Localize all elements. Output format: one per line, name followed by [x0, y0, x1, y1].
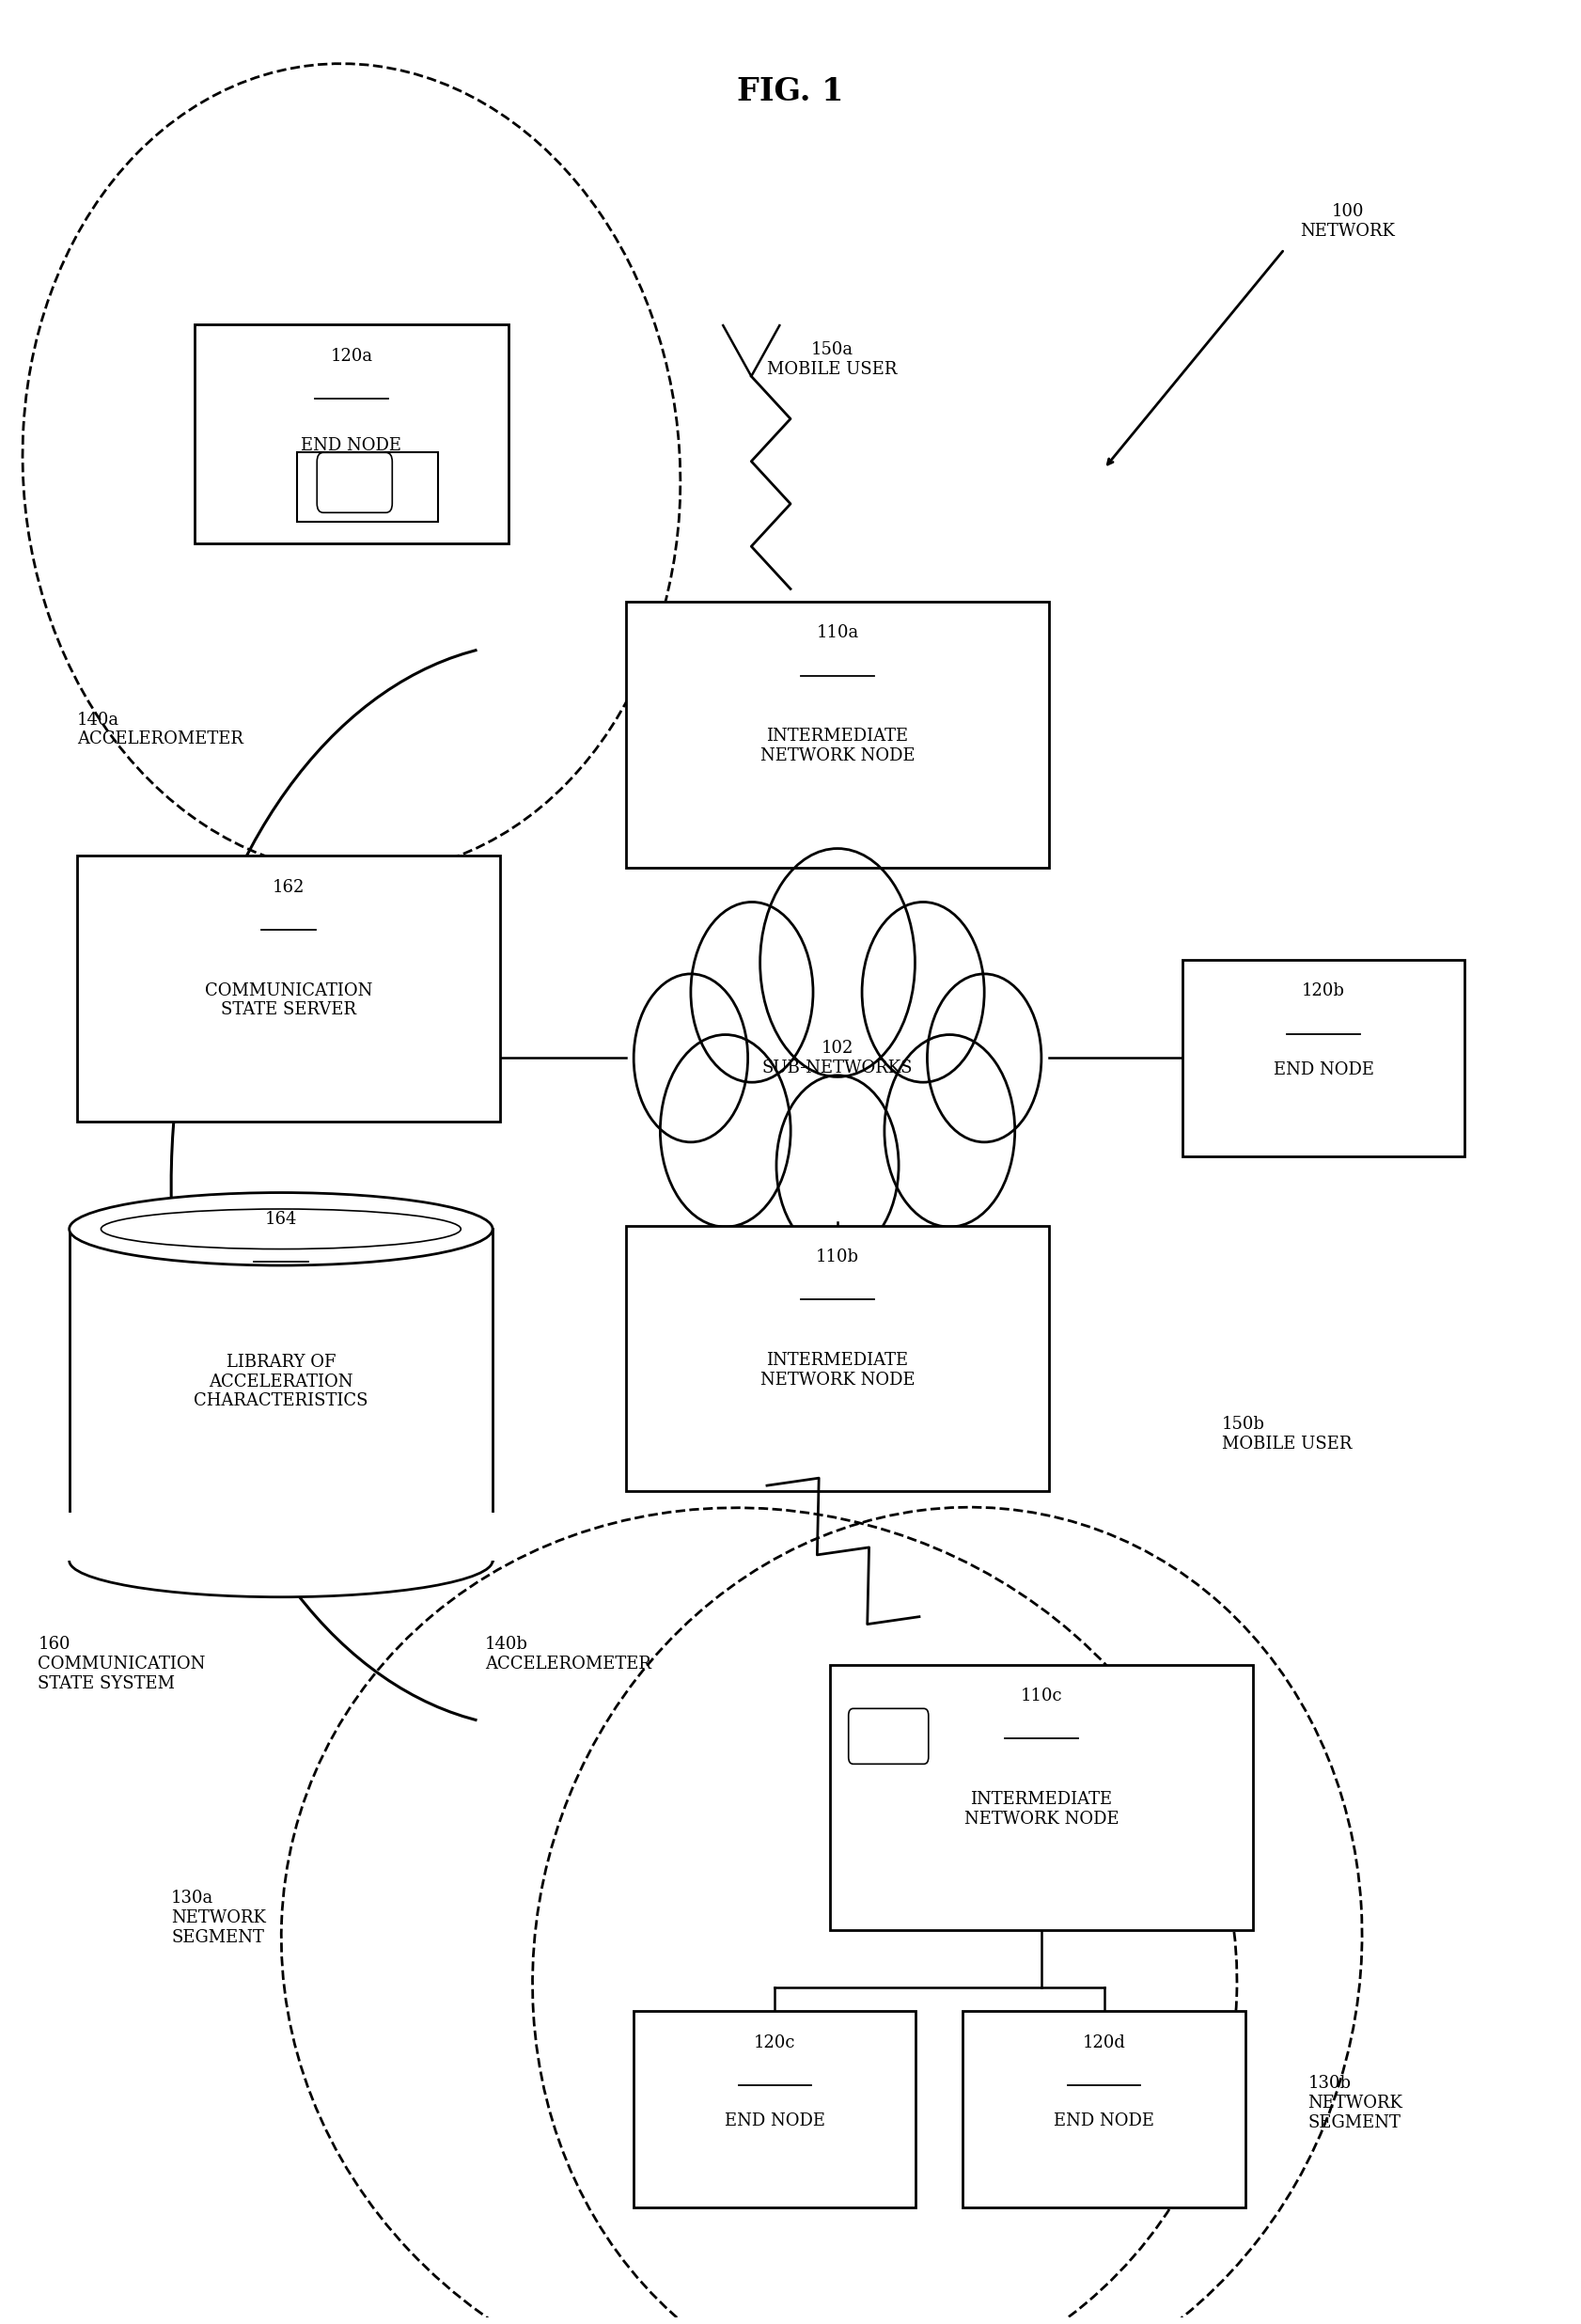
Text: INTERMEDIATE
NETWORK NODE: INTERMEDIATE NETWORK NODE: [760, 1353, 915, 1387]
FancyBboxPatch shape: [316, 453, 392, 514]
Text: INTERMEDIATE
NETWORK NODE: INTERMEDIATE NETWORK NODE: [760, 727, 915, 765]
Text: 110b: 110b: [816, 1248, 858, 1267]
Circle shape: [884, 1034, 1015, 1227]
Circle shape: [760, 848, 915, 1076]
Text: 160
COMMUNICATION
STATE SYSTEM: 160 COMMUNICATION STATE SYSTEM: [38, 1636, 206, 1692]
Bar: [70, 1229, 493, 1562]
Text: 150b
MOBILE USER: 150b MOBILE USER: [1222, 1415, 1352, 1452]
Text: 130a
NETWORK
SEGMENT: 130a NETWORK SEGMENT: [171, 1889, 266, 1945]
Circle shape: [862, 902, 985, 1083]
Ellipse shape: [101, 1208, 460, 1248]
Bar: [297, 453, 438, 523]
Text: END NODE: END NODE: [302, 437, 402, 453]
Circle shape: [661, 1034, 790, 1227]
Text: END NODE: END NODE: [724, 2113, 825, 2129]
Text: 120c: 120c: [754, 2034, 795, 2052]
Circle shape: [776, 1076, 898, 1255]
Text: 120d: 120d: [1083, 2034, 1126, 2052]
Bar: [626, 1225, 1050, 1492]
Bar: [62, 1513, 501, 1562]
Bar: [830, 1664, 1254, 1931]
Text: 130b
NETWORK
SEGMENT: 130b NETWORK SEGMENT: [1307, 2075, 1402, 2131]
Bar: [194, 325, 508, 544]
Text: 110c: 110c: [1020, 1687, 1062, 1706]
Bar: [634, 2010, 915, 2208]
Text: 140a
ACCELEROMETER: 140a ACCELEROMETER: [77, 711, 243, 748]
Text: COMMUNICATION
STATE SERVER: COMMUNICATION STATE SERVER: [206, 983, 373, 1018]
Text: 150a
MOBILE USER: 150a MOBILE USER: [767, 342, 896, 379]
Text: INTERMEDIATE
NETWORK NODE: INTERMEDIATE NETWORK NODE: [964, 1792, 1119, 1827]
Text: 102
SUB-NETWORKS: 102 SUB-NETWORKS: [762, 1039, 912, 1076]
Bar: [1183, 960, 1464, 1157]
Circle shape: [691, 902, 813, 1083]
Text: 120a: 120a: [330, 346, 373, 365]
Text: END NODE: END NODE: [1273, 1062, 1374, 1078]
Text: LIBRARY OF
ACCELERATION
CHARACTERISTICS: LIBRARY OF ACCELERATION CHARACTERISTICS: [194, 1353, 368, 1411]
Bar: [626, 602, 1050, 867]
Text: END NODE: END NODE: [1055, 2113, 1154, 2129]
Text: FIG. 1: FIG. 1: [737, 77, 844, 107]
Text: 120b: 120b: [1303, 983, 1345, 999]
Text: 140b
ACCELEROMETER: 140b ACCELEROMETER: [485, 1636, 651, 1673]
Text: 164: 164: [264, 1211, 297, 1227]
Ellipse shape: [70, 1525, 493, 1597]
Bar: [963, 2010, 1246, 2208]
Text: 110a: 110a: [816, 625, 858, 641]
Text: 100
NETWORK: 100 NETWORK: [1300, 202, 1394, 239]
Circle shape: [634, 974, 748, 1141]
FancyBboxPatch shape: [849, 1708, 928, 1764]
Ellipse shape: [70, 1192, 493, 1264]
Bar: [77, 855, 501, 1122]
Circle shape: [926, 974, 1042, 1141]
Text: 162: 162: [272, 878, 305, 895]
